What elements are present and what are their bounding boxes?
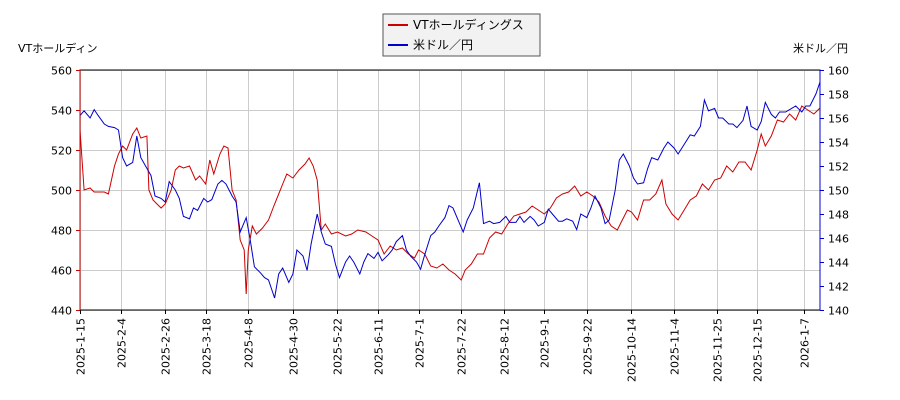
legend-box [382, 13, 541, 57]
right-tick-label: 142 [828, 281, 849, 294]
x-tick-label: 2025-7-1 [414, 318, 427, 368]
legend-label-usd-jpy: 米ドル／円 [413, 38, 473, 52]
left-tick-label: 520 [51, 145, 72, 158]
series-line-usd-jpy [79, 81, 821, 299]
x-tick-label: 2025-7-22 [456, 318, 469, 375]
right-axis-title: 米ドル／円 [793, 42, 848, 55]
right-tick-label: 152 [828, 161, 849, 174]
left-axis-ticks: 440 460 480 500 520 540 560 [51, 65, 80, 318]
right-tick-label: 154 [828, 137, 849, 150]
grid [80, 70, 820, 311]
left-tick-label: 440 [51, 305, 72, 318]
right-tick-label: 144 [828, 257, 849, 270]
left-tick-label: 460 [51, 265, 72, 278]
legend-label-vt-holdings: VTホールディングス [413, 17, 524, 32]
x-tick-label: 2025-5-22 [332, 318, 345, 375]
left-tick-label: 560 [51, 65, 72, 78]
left-tick-label: 480 [51, 225, 72, 238]
right-tick-label: 160 [828, 65, 849, 78]
right-tick-label: 140 [828, 305, 849, 318]
legend: VTホールディングス 米ドル／円 [382, 13, 541, 57]
left-axis-title: VTホールディン [18, 41, 97, 55]
left-tick-label: 500 [51, 185, 72, 198]
x-tick-label: 2025-9-22 [582, 318, 595, 375]
right-tick-label: 158 [828, 89, 849, 102]
x-tick-label: 2025-4-30 [288, 318, 301, 375]
x-tick-label: 2025-11-25 [712, 318, 725, 382]
x-tick-label: 2025-8-12 [499, 318, 512, 375]
x-tick-label: 2025-1-15 [75, 318, 88, 375]
x-tick-label: 2025-2-26 [160, 318, 173, 375]
x-tick-label: 2025-12-15 [752, 318, 765, 382]
x-tick-label: 2025-3-18 [201, 318, 214, 375]
x-tick-label: 2026-1-7 [799, 318, 812, 368]
x-tick-label: 2025-9-1 [539, 318, 552, 368]
right-axis-ticks: 140 142 144 146 148 150 152 154 156 158 160 [820, 65, 849, 318]
right-tick-label: 150 [828, 185, 849, 198]
x-axis-ticks: 2025-1-15 2025-2-4 2025-2-26 2025-3-18 2025-… [75, 310, 812, 382]
series-line-vt-holdings [79, 105, 821, 295]
x-tick-label: 2025-4-8 [243, 318, 256, 368]
right-tick-label: 148 [828, 209, 849, 222]
right-tick-label: 146 [828, 233, 849, 246]
right-tick-label: 156 [828, 113, 849, 126]
x-tick-label: 2025-2-4 [116, 318, 129, 368]
x-tick-label: 2025-11-4 [669, 318, 682, 375]
left-tick-label: 540 [51, 105, 72, 118]
x-tick-label: 2025-10-14 [626, 318, 639, 382]
x-tick-label: 2025-6-11 [373, 318, 386, 375]
series-layer [79, 81, 821, 299]
